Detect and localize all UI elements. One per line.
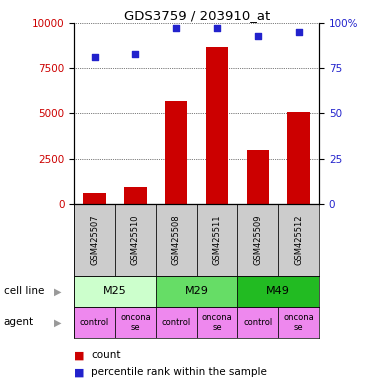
Bar bbox=[74, 307, 115, 338]
Bar bbox=[83, 193, 106, 204]
Text: control: control bbox=[162, 318, 191, 327]
Bar bbox=[237, 276, 319, 307]
Text: ■: ■ bbox=[74, 350, 85, 360]
Text: GSM425510: GSM425510 bbox=[131, 215, 140, 265]
Bar bbox=[74, 276, 156, 307]
Bar bbox=[278, 204, 319, 276]
Text: ▶: ▶ bbox=[54, 286, 61, 296]
Text: GSM425511: GSM425511 bbox=[213, 215, 221, 265]
Text: GSM425512: GSM425512 bbox=[294, 215, 303, 265]
Title: GDS3759 / 203910_at: GDS3759 / 203910_at bbox=[124, 9, 270, 22]
Bar bbox=[156, 307, 197, 338]
Text: percentile rank within the sample: percentile rank within the sample bbox=[91, 367, 267, 377]
Bar bbox=[237, 307, 278, 338]
Text: GSM425508: GSM425508 bbox=[172, 215, 181, 265]
Text: oncona
se: oncona se bbox=[202, 313, 232, 332]
Text: cell line: cell line bbox=[4, 286, 44, 296]
Bar bbox=[115, 307, 156, 338]
Text: M25: M25 bbox=[103, 286, 127, 296]
Text: oncona
se: oncona se bbox=[120, 313, 151, 332]
Bar bbox=[124, 187, 147, 204]
Bar bbox=[197, 204, 237, 276]
Point bbox=[173, 25, 179, 31]
Text: control: control bbox=[80, 318, 109, 327]
Text: oncona
se: oncona se bbox=[283, 313, 314, 332]
Text: ■: ■ bbox=[74, 367, 85, 377]
Bar bbox=[156, 276, 237, 307]
Point bbox=[92, 54, 98, 60]
Bar bbox=[74, 204, 115, 276]
Point bbox=[255, 33, 261, 39]
Bar bbox=[237, 204, 278, 276]
Bar bbox=[115, 204, 156, 276]
Text: agent: agent bbox=[4, 318, 34, 328]
Text: M29: M29 bbox=[185, 286, 209, 296]
Point bbox=[214, 25, 220, 31]
Point bbox=[132, 51, 138, 57]
Bar bbox=[206, 46, 228, 204]
Text: ▶: ▶ bbox=[54, 318, 61, 328]
Text: control: control bbox=[243, 318, 272, 327]
Bar bbox=[197, 307, 237, 338]
Bar bbox=[288, 112, 310, 204]
Bar bbox=[156, 204, 197, 276]
Text: M49: M49 bbox=[266, 286, 290, 296]
Text: GSM425509: GSM425509 bbox=[253, 215, 262, 265]
Text: count: count bbox=[91, 350, 121, 360]
Bar bbox=[278, 307, 319, 338]
Point bbox=[296, 29, 302, 35]
Bar bbox=[165, 101, 187, 204]
Text: GSM425507: GSM425507 bbox=[90, 215, 99, 265]
Bar bbox=[247, 149, 269, 204]
